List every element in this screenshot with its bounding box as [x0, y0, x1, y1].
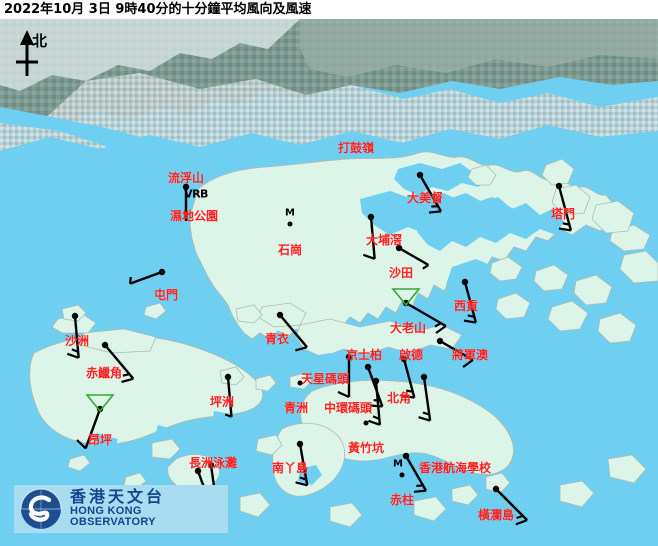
station-將軍澳-dot[interactable]	[437, 338, 443, 344]
station-赤柱-label: 赤柱	[389, 493, 415, 507]
station-屯門-label: 屯門	[153, 288, 179, 302]
station-橫瀾島-label: 橫瀾島	[477, 508, 515, 522]
station-長洲泳灘-label: 長洲泳灘	[188, 456, 238, 470]
station-赤鱲角-label: 赤鱲角	[85, 366, 123, 380]
hko-swirl-logo-icon	[20, 488, 62, 529]
station-屯門-dot[interactable]	[159, 269, 165, 275]
north-arrow-label: 北	[32, 32, 48, 50]
north-arrow-icon	[16, 30, 38, 76]
station-赤鱲角-dot[interactable]	[102, 342, 108, 348]
station-中環碼頭-label: 中環碼頭	[323, 401, 373, 415]
station-塔門-label: 塔門	[550, 207, 576, 221]
hko-logo-zh: 香港天文台	[70, 487, 166, 507]
station-青衣-label: 青衣	[264, 332, 290, 346]
station-橫瀾島-dot[interactable]	[493, 486, 499, 492]
hko-logo-en: HONG KONG OBSERVATORY	[70, 504, 156, 529]
station-沙田-label: 沙田	[388, 266, 414, 280]
station-流浮山-vrb-marker: VRB	[184, 187, 208, 201]
station-啟德-dot[interactable]	[401, 356, 407, 362]
station-打鼓嶺-label: 打鼓嶺	[337, 141, 375, 155]
station-香港航海學校-dot[interactable]	[403, 453, 409, 459]
station-啟德-label: 啟德	[398, 348, 424, 362]
station-大埔滘-label: 大埔滘	[365, 233, 403, 247]
station-坪洲-label: 坪洲	[209, 395, 235, 409]
station-南丫島-label: 南丫島	[271, 461, 309, 475]
station-濕地公園-label: 濕地公園	[169, 209, 219, 223]
station-長洲泳灘-dot[interactable]	[208, 462, 214, 468]
station-香港航海學校-label: 香港航海學校	[418, 461, 492, 475]
page-title: 2022年10月 3日 9時40分的十分鐘平均風向及風速	[0, 0, 658, 19]
station-石崗-m-marker: M	[285, 207, 295, 219]
station-京士柏-dot[interactable]	[346, 354, 352, 360]
north-arrow: 北	[6, 28, 68, 82]
station-赤柱-dot[interactable]	[399, 472, 405, 478]
station-西貢-dot[interactable]	[462, 279, 468, 285]
station-坪洲-dot[interactable]	[225, 374, 231, 380]
hko-logo: 香港天文台 HONG KONG OBSERVATORY	[14, 485, 228, 533]
station-石崗-dot[interactable]	[287, 221, 293, 227]
station-西貢-label: 西貢	[453, 299, 479, 313]
station-沙洲-label: 沙洲	[64, 334, 90, 348]
station-沙田-dot[interactable]	[396, 245, 402, 251]
station-昂坪-dot[interactable]	[97, 406, 103, 412]
station-將軍澳-label: 將軍澳	[451, 348, 489, 362]
station-流浮山-label: 流浮山	[167, 171, 205, 185]
station-大埔滘-dot[interactable]	[368, 214, 374, 220]
station-沙洲-dot[interactable]	[72, 313, 78, 319]
station-長洲-dot[interactable]	[195, 468, 201, 474]
station-昂坪-triangle-marker	[85, 393, 115, 417]
station-流浮山-dot[interactable]	[183, 184, 189, 190]
station-黃竹坑-label: 黃竹坑	[347, 441, 385, 455]
station-天星碼頭-label: 天星碼頭	[300, 372, 350, 386]
station-大老山-dot[interactable]	[403, 300, 409, 306]
station-京士柏-label: 京士柏	[345, 348, 383, 362]
station-南丫島-dot[interactable]	[297, 441, 303, 447]
station-石崗-label: 石崗	[277, 243, 303, 257]
map-canvas[interactable]: 北 打鼓嶺 VRB 流浮山濕地公園 M 石崗 大美督塔門大埔滘沙田屯門沙洲赤鱲角 青衣 西貢大…	[0, 19, 658, 546]
station-青衣-dot[interactable]	[277, 312, 283, 318]
basemap-graphic	[0, 19, 658, 546]
station-青洲-label: 青洲	[283, 401, 309, 415]
station-大老山-label: 大老山	[389, 321, 427, 335]
station-黃竹坑-dot[interactable]	[363, 420, 369, 426]
station-青洲-dot[interactable]	[297, 380, 303, 386]
station-赤柱-m-marker: M	[393, 458, 403, 470]
station-塔門-dot[interactable]	[556, 183, 562, 189]
station-大老山-triangle-marker	[391, 287, 421, 311]
station-北角-label: 北角	[386, 391, 412, 405]
station-大美督-label: 大美督	[406, 191, 444, 205]
station-昂坪-label: 昂坪	[87, 433, 113, 447]
station-大美督-dot[interactable]	[417, 172, 423, 178]
